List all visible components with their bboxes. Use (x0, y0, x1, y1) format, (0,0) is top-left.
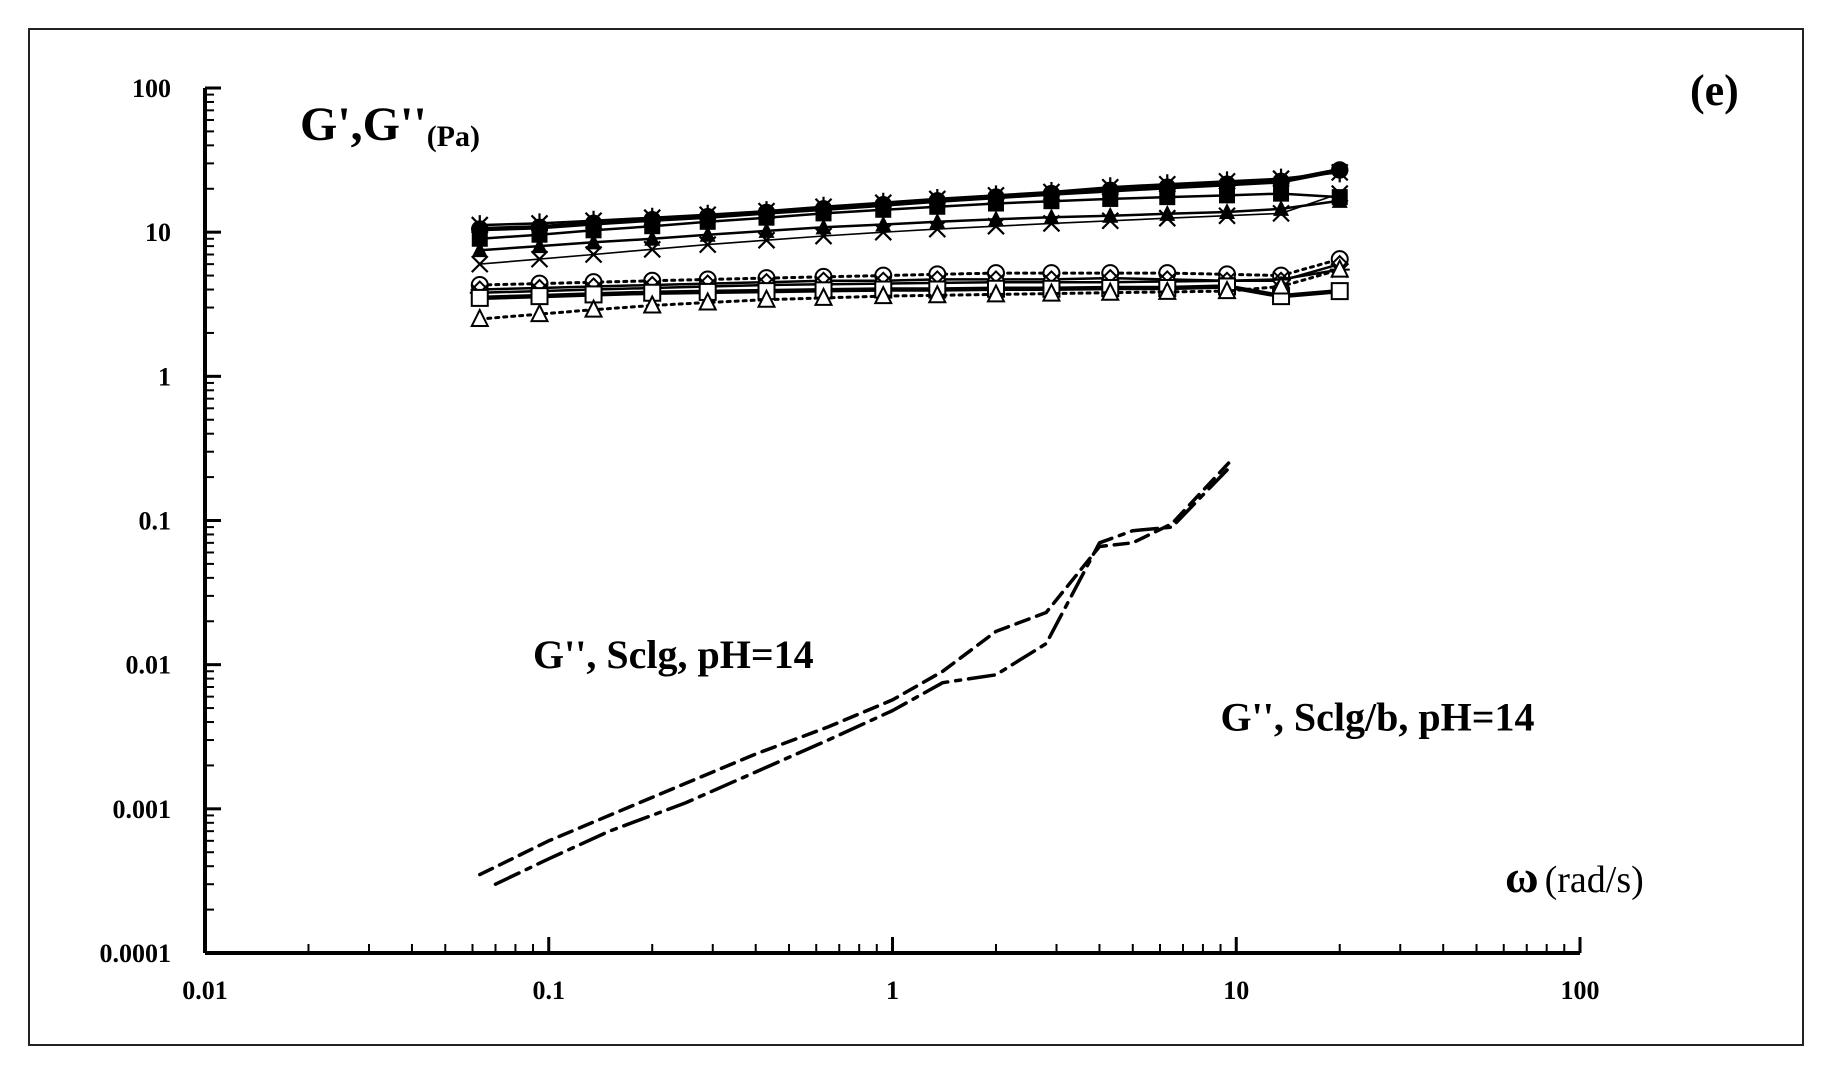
series-2-point (1273, 185, 1290, 202)
series-1-point (1330, 162, 1349, 183)
series-4-point (987, 217, 1005, 235)
y-tick-label: 0.0001 (100, 939, 172, 968)
y-tick-label: 100 (132, 74, 171, 103)
series-2-point (1159, 189, 1176, 206)
series-4-point (643, 240, 662, 259)
series-2-point (644, 218, 661, 235)
text-layer: (e) G',G''(Pa) ω (rad/s) G'', Sclg, pH=14… (300, 66, 1739, 902)
series-8-line (477, 284, 1342, 301)
series-4-point (470, 255, 489, 273)
series-4-point (698, 235, 717, 254)
series-2-point (929, 198, 946, 215)
y-tick-label: 0.1 (139, 507, 172, 536)
series-3-point (1331, 191, 1348, 208)
series-9-point (529, 302, 550, 323)
series-2-point (987, 195, 1004, 212)
series-4-point (584, 245, 603, 264)
series-2-point (699, 213, 716, 230)
x-tick-label: 10 (1223, 976, 1249, 1005)
series-9-point (986, 283, 1006, 303)
series-2-point (531, 226, 548, 243)
series-4-point (1042, 214, 1061, 233)
series-4-point (530, 250, 549, 268)
series-9-point (756, 288, 777, 308)
series-9-point (1217, 279, 1237, 300)
x-tick-label: 100 (1561, 976, 1600, 1005)
x-axis-label: ω (rad/s) (1505, 851, 1644, 902)
series-4-point (928, 220, 947, 238)
series-3-point (815, 218, 832, 235)
series-4-point (757, 231, 776, 249)
series-4-point (1330, 184, 1349, 203)
axes-layer: 0.01 0.1 1 10 100 0.0001 0.001 0.01 0.1 1 10 100 (100, 74, 1600, 1005)
y-axis-label: G',G''(Pa) (300, 98, 480, 153)
x-tick-label: 0.1 (533, 976, 566, 1005)
series-2-line (478, 192, 1341, 241)
series-0-line (477, 167, 1342, 232)
y-tick-label: 0.01 (126, 651, 172, 680)
series-2-point (1043, 193, 1060, 210)
series-9-point (470, 307, 490, 327)
series-4-point (874, 223, 893, 241)
series-2-point (815, 205, 832, 222)
series-4-point (814, 227, 833, 245)
series-layer (469, 161, 1350, 886)
y-tick-label: 10 (145, 218, 171, 247)
series-9-line (478, 268, 1342, 321)
series-4-point (1218, 206, 1236, 225)
series-8-point (470, 288, 489, 307)
series-5-line (478, 257, 1342, 287)
series-3-line (478, 199, 1341, 252)
series-2-point (1219, 187, 1236, 204)
series-2-point (585, 222, 602, 239)
series-4-point (1101, 211, 1120, 230)
series-2-point (471, 230, 488, 247)
series-1-point (1272, 168, 1290, 189)
series-3-point (531, 237, 548, 254)
series-9-point (1041, 282, 1062, 302)
series-7-line (478, 268, 1341, 294)
y-tick-label: 0.001 (113, 795, 172, 824)
series-9-point (1157, 280, 1177, 300)
series-9-point (873, 284, 893, 305)
series-11-line (493, 466, 1231, 886)
x-tick-label: 0.01 (182, 976, 228, 1005)
series-3-point (758, 221, 775, 238)
series-3-point (1159, 204, 1176, 221)
series-2-point (1102, 190, 1119, 207)
series-3-point (644, 229, 661, 246)
y-axis-label-main: G',G'' (300, 98, 427, 151)
series-4-point (1272, 204, 1290, 223)
series-9-point (698, 291, 718, 311)
series-10-line (478, 461, 1231, 877)
series-3-point (1102, 206, 1119, 223)
x-axis-label-unit: (rad/s) (1545, 859, 1644, 901)
series-8-point (1330, 282, 1349, 301)
series-3-point (471, 241, 488, 258)
series-3-point (585, 233, 602, 250)
series-9-point (927, 284, 947, 304)
annotation-label: G'', Sclg, pH=14 (533, 632, 814, 677)
series-1-line (478, 171, 1341, 227)
x-axis-label-main: ω (1505, 851, 1539, 902)
x-tick-label: 1 (886, 976, 899, 1005)
series-9-point (1271, 275, 1291, 295)
series-3-point (699, 225, 716, 242)
series-9-point (642, 294, 662, 314)
series-9-point (1100, 281, 1120, 301)
chart-frame (28, 28, 1804, 1046)
panel-label: (e) (1690, 66, 1739, 115)
series-9-point (583, 298, 604, 318)
series-8-point (530, 287, 549, 306)
series-2-point (875, 201, 892, 218)
series-2-point (758, 209, 775, 226)
annotation-label: G'', Sclg/b, pH=14 (1221, 694, 1535, 739)
series-9-point (813, 286, 834, 306)
y-tick-label: 1 (158, 362, 171, 391)
series-9-point (1330, 258, 1350, 278)
y-axis-label-unit: (Pa) (427, 120, 480, 153)
series-4-line (478, 192, 1341, 265)
series-4-point (1158, 209, 1177, 227)
